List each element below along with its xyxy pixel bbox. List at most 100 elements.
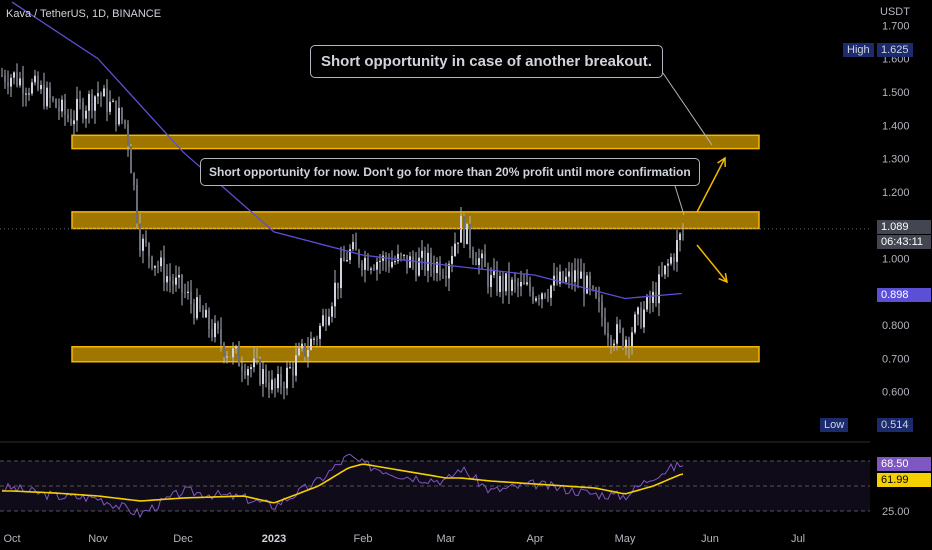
resistance-support-zones [71,134,760,363]
candle [46,81,48,110]
candle [277,365,279,393]
candle [595,286,597,299]
candle [328,308,330,327]
candle [133,172,135,191]
candle [601,294,603,327]
candle [37,71,39,92]
candle [607,322,609,347]
candle [481,249,483,270]
candle [502,271,504,304]
candle [406,254,408,274]
y-tick-label: 1.500 [882,87,910,99]
time-axis: Oct Nov Dec 2023 Feb Mar Apr May Jun Jul [3,533,805,545]
candle [73,110,75,136]
candle [271,370,273,394]
candle [484,244,486,268]
candle [370,266,372,275]
candle [556,267,558,286]
candle [604,307,606,336]
candle [67,108,69,123]
candle [208,307,210,338]
candle [451,246,453,273]
candle [565,267,567,285]
candle [661,261,663,277]
candle [4,69,6,89]
rsi-line [1,453,684,519]
y-tick-label: 0.700 [882,353,910,365]
candle [217,320,219,334]
candle [163,245,165,292]
candle [652,281,654,313]
zone-1[interactable] [71,134,760,150]
candle [97,81,99,105]
candle [490,267,492,298]
candle [238,340,240,367]
candle [289,362,291,369]
candle [673,253,675,271]
candle [616,316,618,351]
candle [334,269,336,319]
candle [466,223,468,245]
candle [526,269,528,286]
candle [442,268,444,280]
candle [226,351,228,364]
candle [121,107,123,125]
zone-3[interactable] [71,345,760,363]
candle [151,255,153,271]
candle [361,260,363,277]
candle [325,308,327,331]
candle [265,364,267,388]
candle [337,282,339,300]
candle [79,90,81,110]
callout-top[interactable]: Short opportunity in case of another bre… [310,45,663,78]
candle [517,277,519,298]
candle [424,246,426,276]
candle [232,342,234,365]
zone-2[interactable] [71,211,760,230]
last-price: 1.089 [877,220,931,234]
candle [109,90,111,115]
candle [580,258,582,279]
candle [235,344,237,354]
candle [535,296,537,303]
y-tick-label: 1.200 [882,187,910,199]
candle [676,229,678,272]
candle [181,273,183,306]
candle [190,279,192,314]
x-tick-label: Jun [701,533,719,545]
candle [55,98,57,109]
candle [412,250,414,270]
candle [454,232,456,258]
candle [415,252,417,282]
candle [664,265,666,279]
candle [319,323,321,347]
candle [250,364,252,378]
moving-average-line [11,1,682,300]
high-label: High [843,43,874,57]
currency-label: USDT [880,6,910,18]
candle [1,67,3,78]
candle [175,265,177,292]
candle [304,342,306,362]
candle [373,264,375,272]
candle [64,93,66,126]
candle [463,213,465,249]
candle [523,274,525,285]
candle [649,290,651,314]
candle [103,84,105,97]
low-label: Low [820,418,849,432]
candle [313,336,315,346]
candle [307,336,309,368]
x-tick-label: 2023 [262,533,286,545]
candle [391,250,393,269]
candle [19,71,21,88]
callout-middle[interactable]: Short opportunity for now. Don't go for … [200,158,700,186]
y-tick-label: 0.800 [882,320,910,332]
candle [544,292,546,299]
candle [223,341,225,364]
candle [43,72,45,110]
candle [247,365,249,386]
candle [469,216,471,259]
candle [169,263,171,293]
